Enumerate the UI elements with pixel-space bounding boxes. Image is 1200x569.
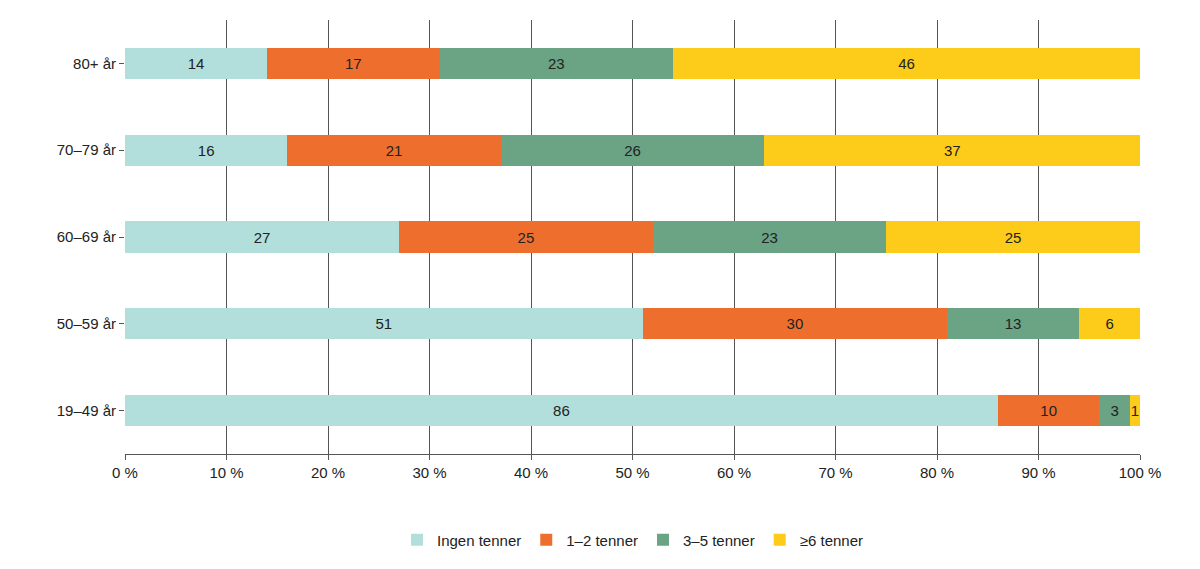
svg-text:10 %: 10 % (209, 464, 243, 481)
svg-text:19–49 år: 19–49 år (57, 402, 116, 419)
svg-text:100 %: 100 % (1119, 464, 1162, 481)
svg-text:Ingen tenner: Ingen tenner (437, 532, 521, 549)
svg-text:1: 1 (1131, 402, 1139, 419)
svg-text:60–69 år: 60–69 år (57, 228, 116, 245)
svg-text:60 %: 60 % (717, 464, 751, 481)
svg-text:51: 51 (375, 315, 392, 332)
svg-text:50 %: 50 % (615, 464, 649, 481)
svg-text:80 %: 80 % (920, 464, 954, 481)
svg-text:1–2 tenner: 1–2 tenner (566, 532, 638, 549)
svg-text:70–79 år: 70–79 år (57, 141, 116, 158)
svg-text:50–59 år: 50–59 år (57, 315, 116, 332)
svg-text:70 %: 70 % (818, 464, 852, 481)
svg-text:≥6 tenner: ≥6 tenner (800, 532, 863, 549)
svg-text:25: 25 (518, 229, 535, 246)
svg-text:27: 27 (254, 229, 271, 246)
svg-text:30: 30 (787, 315, 804, 332)
svg-text:21: 21 (386, 142, 403, 159)
svg-text:37: 37 (944, 142, 961, 159)
svg-text:30 %: 30 % (412, 464, 446, 481)
svg-text:23: 23 (548, 55, 565, 72)
svg-text:17: 17 (345, 55, 362, 72)
svg-text:46: 46 (898, 55, 915, 72)
svg-text:86: 86 (553, 402, 570, 419)
svg-text:40 %: 40 % (514, 464, 548, 481)
svg-text:3–5 tenner: 3–5 tenner (683, 532, 755, 549)
svg-text:23: 23 (761, 229, 778, 246)
svg-text:14: 14 (188, 55, 205, 72)
svg-text:3: 3 (1110, 402, 1118, 419)
svg-text:26: 26 (624, 142, 641, 159)
svg-text:16: 16 (198, 142, 215, 159)
svg-text:0 %: 0 % (112, 464, 138, 481)
svg-text:25: 25 (1005, 229, 1022, 246)
svg-text:20 %: 20 % (311, 464, 345, 481)
svg-text:10: 10 (1040, 402, 1057, 419)
svg-text:13: 13 (1005, 315, 1022, 332)
svg-text:90 %: 90 % (1021, 464, 1055, 481)
svg-text:80+ år: 80+ år (73, 55, 116, 72)
svg-text:6: 6 (1105, 315, 1113, 332)
